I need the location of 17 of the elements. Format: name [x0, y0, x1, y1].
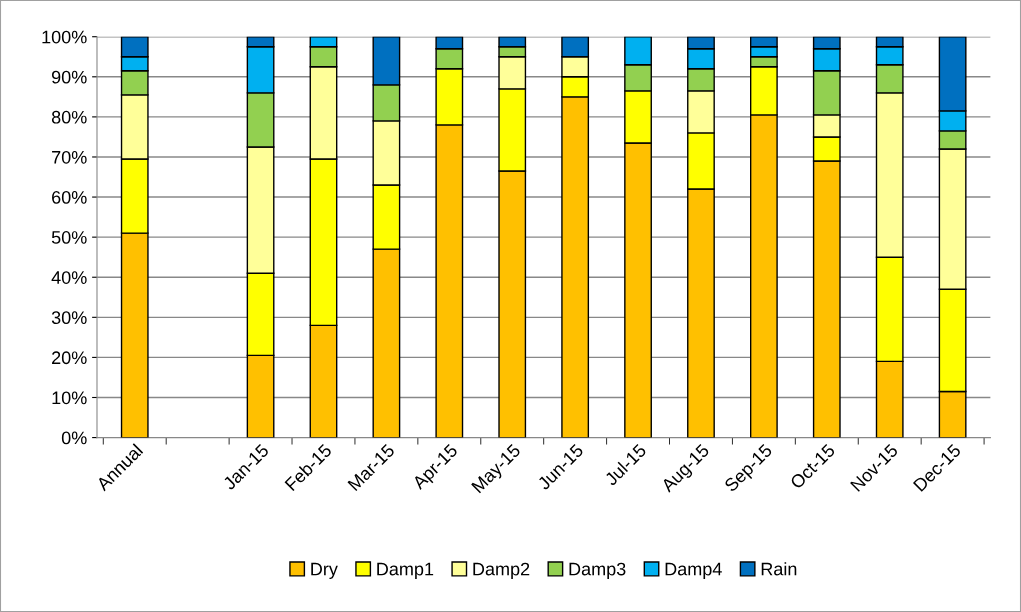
- y-tick-label: 80%: [51, 110, 87, 124]
- legend-label: Damp2: [473, 562, 530, 579]
- y-tick-label: 70%: [52, 150, 87, 164]
- y-tick-label: 90%: [51, 70, 87, 84]
- y-tick-label: 50%: [51, 231, 87, 244]
- y-tick-label: 40%: [51, 271, 87, 284]
- legend-label: Rain: [761, 562, 797, 576]
- legend-label: Dry: [311, 562, 338, 579]
- legend-label: Damp4: [665, 562, 722, 579]
- y-tick-label: 30%: [51, 311, 87, 325]
- legend-label: Damp1: [377, 562, 434, 579]
- y-tick-label: 100%: [42, 30, 87, 44]
- y-tick-label: 60%: [52, 191, 87, 204]
- y-tick-label: 20%: [52, 351, 87, 365]
- y-tick-label: 10%: [52, 391, 87, 405]
- y-tick-label: 0%: [61, 431, 87, 445]
- legend-label: Damp3: [569, 562, 626, 579]
